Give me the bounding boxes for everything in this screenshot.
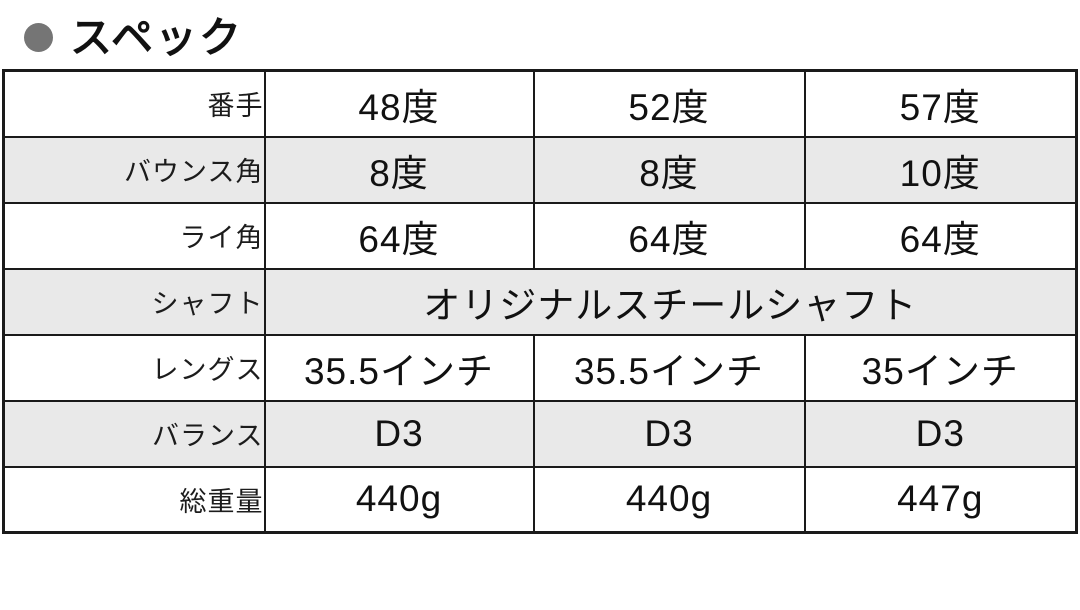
row-label: レングス bbox=[2, 333, 266, 402]
table-row-bounce-angle: バウンス角 8度 8度 10度 bbox=[2, 135, 1078, 204]
cell-value: 52度 bbox=[532, 69, 806, 138]
table-row-club-number: 番手 48度 52度 57度 bbox=[2, 69, 1078, 138]
cell-value: 64度 bbox=[803, 201, 1078, 270]
cell-value: D3 bbox=[263, 399, 535, 468]
cell-value: 440g bbox=[263, 465, 535, 534]
page-title: スペック bbox=[70, 13, 244, 61]
cell-value-span: オリジナルスチールシャフト bbox=[263, 267, 1078, 336]
cell-value: 35.5インチ bbox=[532, 333, 806, 402]
cell-value: 447g bbox=[803, 465, 1078, 534]
spec-table: 番手 48度 52度 57度 バウンス角 8度 8度 10度 ライ角 64度 6… bbox=[2, 69, 1078, 534]
table-row-balance: バランス D3 D3 D3 bbox=[2, 399, 1078, 468]
row-label: 番手 bbox=[2, 69, 266, 138]
cell-value: 35.5インチ bbox=[263, 333, 535, 402]
cell-value: 440g bbox=[532, 465, 806, 534]
row-label: ライ角 bbox=[2, 201, 266, 270]
section-header: スペック bbox=[0, 0, 1080, 60]
cell-value: 64度 bbox=[263, 201, 535, 270]
cell-value: 8度 bbox=[263, 135, 535, 204]
table-row-total-weight: 総重量 440g 440g 447g bbox=[2, 465, 1078, 534]
row-label: シャフト bbox=[2, 267, 266, 336]
cell-value: 35インチ bbox=[803, 333, 1078, 402]
row-label: バランス bbox=[2, 399, 266, 468]
table-row-length: レングス 35.5インチ 35.5インチ 35インチ bbox=[2, 333, 1078, 402]
bullet-icon bbox=[24, 23, 53, 52]
cell-value: 10度 bbox=[803, 135, 1078, 204]
table-row-shaft: シャフト オリジナルスチールシャフト bbox=[2, 267, 1078, 336]
row-label: 総重量 bbox=[2, 465, 266, 534]
cell-value: 48度 bbox=[263, 69, 535, 138]
row-label: バウンス角 bbox=[2, 135, 266, 204]
cell-value: D3 bbox=[532, 399, 806, 468]
cell-value: 64度 bbox=[532, 201, 806, 270]
cell-value: D3 bbox=[803, 399, 1078, 468]
table-row-lie-angle: ライ角 64度 64度 64度 bbox=[2, 201, 1078, 270]
cell-value: 57度 bbox=[803, 69, 1078, 138]
cell-value: 8度 bbox=[532, 135, 806, 204]
